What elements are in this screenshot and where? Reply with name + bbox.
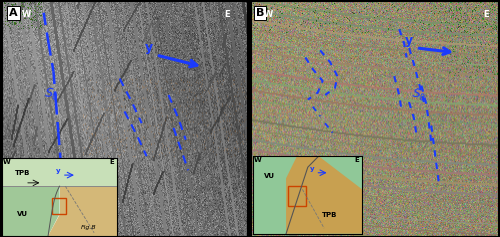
- Text: W: W: [22, 10, 31, 19]
- Text: E: E: [483, 10, 488, 19]
- Text: B: B: [256, 8, 264, 18]
- Text: $S_0$: $S_0$: [42, 87, 59, 104]
- Text: y: y: [405, 34, 413, 47]
- Text: $S_0$: $S_0$: [410, 86, 428, 104]
- Text: y: y: [145, 41, 153, 55]
- Text: A: A: [10, 8, 18, 18]
- Text: W: W: [264, 10, 273, 19]
- Text: E: E: [224, 10, 230, 19]
